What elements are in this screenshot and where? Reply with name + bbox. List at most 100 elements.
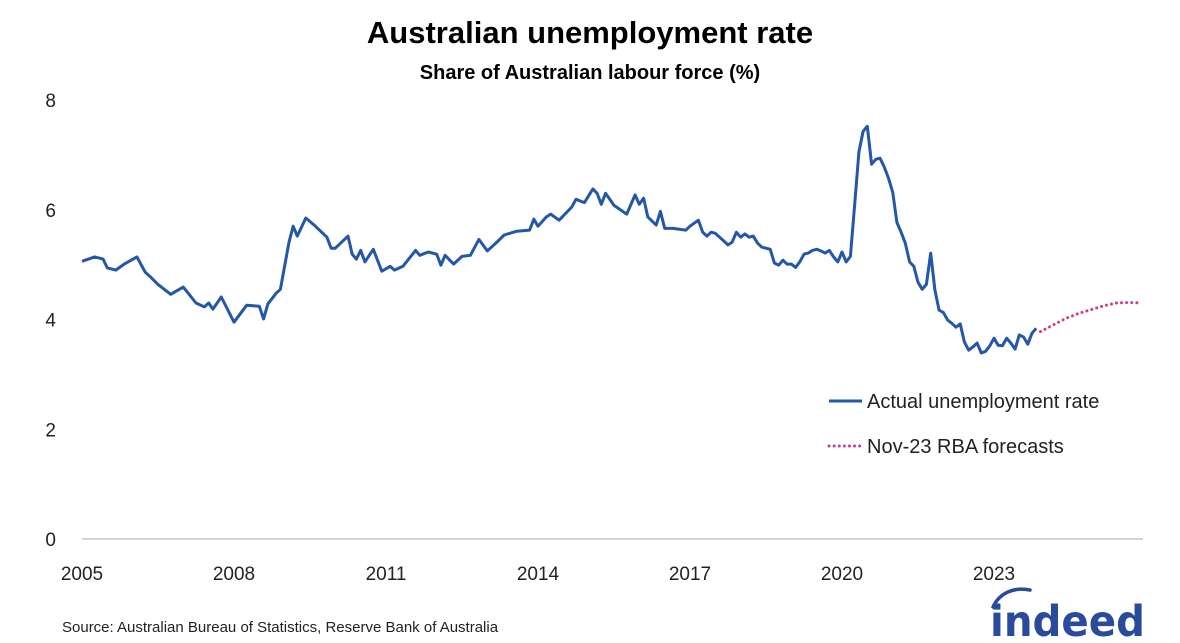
data-point-actual	[435, 253, 438, 256]
data-point-actual	[638, 203, 641, 206]
data-point-actual	[359, 249, 362, 252]
chart-title: Australian unemployment rate	[367, 15, 813, 50]
data-point-actual	[477, 238, 480, 241]
legend: Actual unemployment rate Nov-23 RBA fore…	[827, 391, 1099, 458]
data-point-actual	[980, 351, 983, 354]
data-point-actual	[304, 216, 307, 219]
data-point-actual	[891, 191, 894, 194]
x-tick-label: 2014	[517, 564, 560, 585]
data-point-actual	[123, 263, 126, 266]
data-point-actual	[334, 247, 337, 250]
data-point-actual	[984, 350, 987, 353]
indeed-logo: indeed	[990, 587, 1145, 643]
data-point-forecast	[1077, 312, 1080, 315]
logo-arc-icon	[991, 587, 1032, 609]
source-note: Source: Australian Bureau of Statistics,…	[62, 619, 499, 636]
data-point-actual	[245, 304, 248, 307]
data-point-actual	[824, 252, 827, 255]
data-point-actual	[1035, 327, 1038, 330]
y-tick-label: 8	[45, 91, 56, 112]
data-point-actual	[933, 288, 936, 291]
data-point-forecast	[1039, 330, 1042, 333]
data-point-actual	[857, 151, 860, 154]
data-point-actual	[786, 263, 789, 266]
data-point-actual	[182, 286, 185, 289]
data-point-actual	[756, 242, 759, 245]
data-point-actual	[102, 258, 105, 261]
data-point-actual	[1005, 337, 1008, 340]
data-point-actual	[1001, 344, 1004, 347]
data-point-actual	[642, 197, 645, 200]
y-tick-label: 0	[45, 530, 56, 551]
data-point-actual	[967, 349, 970, 352]
data-point-actual	[591, 187, 594, 190]
series-line-forecast	[1038, 301, 1144, 334]
y-tick-label: 2	[45, 420, 56, 441]
data-point-actual	[486, 249, 489, 252]
data-point-actual	[710, 231, 713, 234]
data-point-actual	[997, 344, 1000, 347]
data-point-actual	[870, 163, 873, 166]
data-point-actual	[777, 264, 780, 267]
data-point-actual	[684, 229, 687, 232]
data-point-actual	[697, 219, 700, 222]
data-point-actual	[355, 258, 358, 261]
data-point-actual	[363, 260, 366, 263]
data-point-actual	[258, 305, 261, 308]
data-point-actual	[469, 254, 472, 257]
data-point-actual	[790, 263, 793, 266]
data-point-actual	[727, 243, 730, 246]
data-point-actual	[418, 254, 421, 257]
x-axis: 2005 2008 2011 2014 2017 2020 2023	[61, 564, 1015, 585]
data-point-actual	[862, 130, 865, 133]
data-point-actual	[743, 232, 746, 235]
data-point-actual	[372, 248, 375, 251]
data-point-actual	[452, 263, 455, 266]
data-point-actual	[929, 252, 932, 255]
x-tick-label: 2020	[821, 564, 863, 585]
data-point-actual	[287, 241, 290, 244]
y-tick-label: 4	[45, 311, 56, 332]
data-point-actual	[803, 253, 806, 256]
data-point-actual	[613, 204, 616, 207]
data-point-actual	[705, 235, 708, 238]
data-point-actual	[1009, 342, 1012, 345]
x-tick-label: 2005	[61, 564, 103, 585]
data-point-actual	[781, 259, 784, 262]
chart-subtitle: Share of Australian labour force (%)	[420, 62, 760, 84]
data-point-actual	[203, 305, 206, 308]
data-point-actual	[815, 248, 818, 251]
data-point-actual	[739, 236, 742, 239]
x-tick-label: 2017	[669, 564, 711, 585]
data-point-actual	[135, 255, 138, 258]
data-point-actual	[908, 260, 911, 263]
data-point-actual	[313, 224, 316, 227]
data-point-forecast	[1140, 302, 1143, 305]
data-point-actual	[575, 198, 578, 201]
data-point-actual	[266, 303, 269, 306]
data-point-actual	[659, 210, 662, 213]
data-point-actual	[798, 260, 801, 263]
data-point-actual	[558, 219, 561, 222]
data-point-actual	[549, 213, 552, 216]
data-point-actual	[689, 225, 692, 228]
data-point-actual	[325, 236, 328, 239]
data-point-actual	[950, 322, 953, 325]
legend-label-actual: Actual unemployment rate	[867, 391, 1099, 413]
data-point-actual	[1022, 336, 1025, 339]
data-point-actual	[959, 322, 962, 325]
data-point-actual	[866, 125, 869, 128]
data-point-actual	[347, 235, 350, 238]
data-point-actual	[1026, 343, 1029, 346]
data-point-actual	[832, 255, 835, 258]
data-point-actual	[895, 221, 898, 224]
data-point-actual	[963, 340, 966, 343]
data-point-actual	[845, 260, 848, 263]
data-point-actual	[144, 271, 147, 274]
data-point-forecast	[1090, 308, 1093, 311]
data-point-actual	[330, 247, 333, 250]
data-point-actual	[874, 158, 877, 161]
series-group	[81, 124, 1144, 355]
data-point-forecast	[1064, 317, 1067, 320]
